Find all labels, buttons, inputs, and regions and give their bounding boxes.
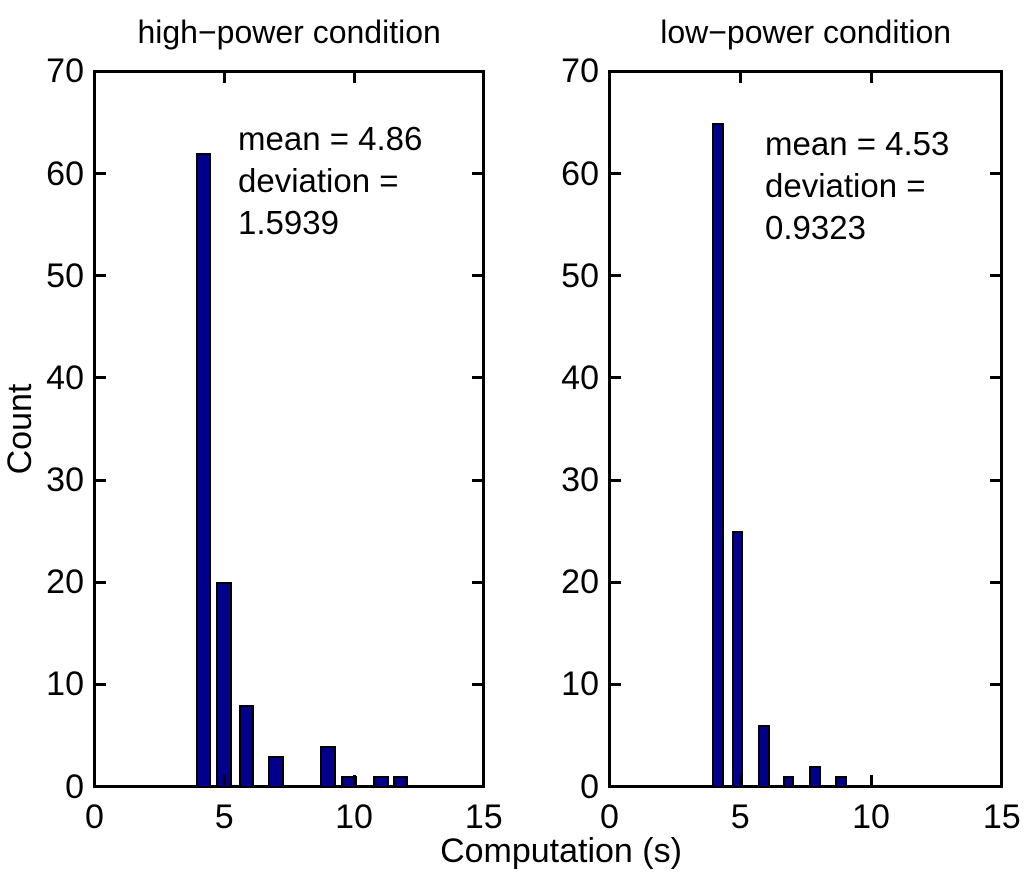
histogram-bar — [320, 745, 336, 788]
histogram-bar — [268, 755, 284, 788]
annotation-line: deviation = — [765, 167, 926, 204]
x-axis-label: Computation (s) — [440, 832, 682, 870]
x-tick-label: 15 — [464, 798, 503, 836]
x-tick-label: 10 — [852, 798, 890, 836]
x-tick-label: 5 — [730, 798, 750, 836]
y-tick-label: 70 — [46, 52, 84, 91]
x-tick-mark — [222, 775, 226, 785]
plot-title: low−power condition — [660, 14, 952, 50]
y-tick-label: 0 — [580, 767, 599, 806]
plot-box — [93, 70, 486, 788]
stats-annotation: mean = 4.86 deviation = 1.5939 — [238, 118, 422, 244]
y-tick-mark — [990, 478, 1001, 482]
histogram-bar — [195, 153, 212, 788]
y-tick-label: 40 — [561, 358, 599, 397]
y-tick-label: 40 — [46, 358, 84, 397]
x-tick-mark — [352, 775, 356, 785]
y-tick-label: 10 — [561, 665, 599, 704]
y-tick-mark — [96, 172, 106, 176]
y-tick-mark — [472, 376, 483, 380]
y-tick-mark — [472, 274, 483, 278]
histogram-bar — [731, 531, 744, 788]
y-tick-mark — [990, 682, 1001, 686]
y-tick-mark — [611, 580, 621, 584]
annotation-line: mean = 4.86 — [238, 120, 423, 157]
histogram-bar — [392, 776, 409, 788]
y-tick-label: 50 — [46, 256, 84, 295]
y-tick-mark — [990, 172, 1001, 176]
stats-annotation: mean = 4.53 deviation = 0.9323 — [765, 123, 949, 249]
y-tick-mark — [611, 172, 621, 176]
annotation-line: mean = 4.53 — [765, 125, 950, 162]
y-tick-label: 30 — [561, 461, 599, 500]
annotation-line: deviation = — [238, 162, 399, 199]
histogram-bar — [758, 725, 770, 788]
histogram-bar — [373, 776, 390, 788]
y-tick-label: 0 — [65, 767, 84, 806]
histogram-bar — [712, 122, 724, 788]
y-tick-mark — [472, 682, 483, 686]
histogram-bar — [341, 776, 357, 788]
histogram-bar — [835, 776, 847, 788]
x-tick-mark — [869, 73, 873, 83]
y-tick-mark — [96, 274, 106, 278]
y-tick-label: 10 — [46, 665, 84, 704]
x-tick-mark — [869, 775, 873, 785]
x-tick-mark — [222, 73, 226, 83]
y-tick-label: 30 — [46, 461, 84, 500]
y-tick-mark — [96, 580, 106, 584]
histogram-bar — [809, 766, 821, 788]
x-tick-label: 10 — [335, 798, 373, 836]
y-tick-mark — [611, 376, 621, 380]
x-tick-label: 15 — [982, 798, 1021, 836]
histogram-bar — [216, 582, 233, 788]
y-tick-mark — [611, 682, 621, 686]
x-tick-label: 0 — [600, 798, 619, 836]
y-tick-mark — [990, 376, 1001, 380]
annotation-line: 1.5939 — [238, 204, 339, 241]
y-tick-mark — [990, 580, 1001, 584]
x-tick-mark — [352, 73, 356, 83]
y-tick-label: 20 — [561, 563, 599, 602]
y-tick-label: 50 — [561, 256, 599, 295]
y-tick-mark — [611, 274, 621, 278]
y-tick-label: 20 — [46, 563, 84, 602]
plot-box — [608, 70, 1004, 788]
y-tick-mark — [96, 478, 106, 482]
y-tick-label: 60 — [46, 154, 84, 193]
y-tick-label: 70 — [561, 52, 599, 91]
y-tick-mark — [96, 376, 106, 380]
x-tick-label: 0 — [85, 798, 104, 836]
annotation-line: 0.9323 — [765, 209, 866, 246]
y-tick-mark — [472, 172, 483, 176]
plot-title: high−power condition — [137, 14, 441, 50]
histogram-bar — [238, 704, 255, 788]
x-tick-mark — [738, 775, 742, 785]
y-tick-mark — [990, 274, 1001, 278]
y-tick-mark — [472, 478, 483, 482]
y-tick-label: 60 — [561, 154, 599, 193]
histogram-bar — [782, 776, 795, 788]
y-axis-label: Count — [1, 383, 39, 475]
y-tick-mark — [472, 580, 483, 584]
y-tick-mark — [96, 682, 106, 686]
x-tick-label: 5 — [214, 798, 234, 836]
x-tick-mark — [738, 73, 742, 83]
y-tick-mark — [611, 478, 621, 482]
